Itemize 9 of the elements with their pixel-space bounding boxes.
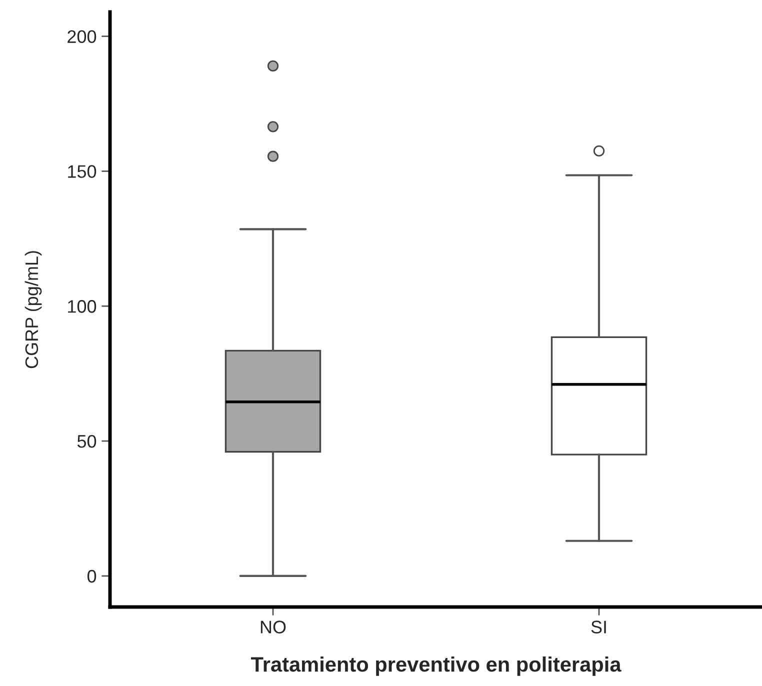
y-axis-title: CGRP (pg/mL) [24, 251, 42, 368]
y-tick-label: 50 [77, 434, 96, 448]
x-tick-label: SI [591, 620, 606, 634]
x-tick-label: NO [260, 620, 286, 634]
y-tick-label: 0 [87, 570, 96, 583]
y-tick-label: 150 [68, 165, 96, 178]
x-axis-title: Tratamiento preventivo en politerapia [251, 656, 622, 676]
y-tick-label: 200 [68, 30, 96, 44]
y-tick-label: 100 [68, 300, 96, 313]
